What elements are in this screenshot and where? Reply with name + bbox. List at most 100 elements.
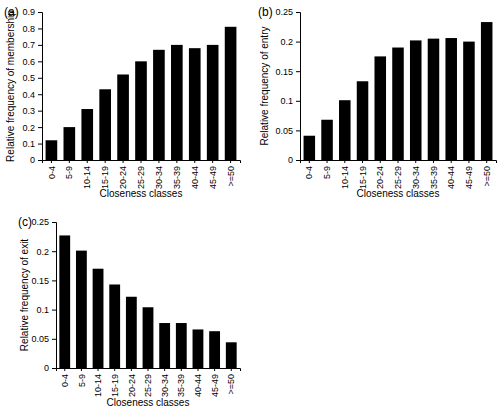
tick-label: 30-34 <box>160 374 170 397</box>
tick-mark <box>38 61 42 62</box>
tick-mark <box>38 144 42 145</box>
tick: 0-4 <box>60 368 70 387</box>
tick: 45-49 <box>208 160 218 189</box>
tick: 0.15 <box>31 276 56 286</box>
tick-label: 20-24 <box>126 374 136 397</box>
y-axis: 00.10.20.30.40.50.60.70.80.9 <box>22 7 42 165</box>
axis-line <box>52 223 57 369</box>
tick: 25-29 <box>143 368 153 397</box>
tick-label: 0.9 <box>22 7 35 17</box>
x-axis: 0-45-910-1415-1920-2425-2930-3435-3940-4… <box>301 160 497 189</box>
tick: 30-34 <box>160 368 170 397</box>
tick-mark <box>468 160 469 163</box>
tick-mark <box>141 160 142 163</box>
tick-label: 5-9 <box>322 166 332 179</box>
tick-mark <box>38 12 42 13</box>
tick-label: 0-4 <box>60 374 70 387</box>
tick: 0.1 <box>22 139 42 149</box>
bar <box>463 42 475 160</box>
tick: 0.8 <box>22 24 42 34</box>
y-axis-title: Relative frequency of entry <box>259 27 270 146</box>
tick: 0.5 <box>22 73 42 83</box>
tick: 45-49 <box>464 160 474 189</box>
tick: 45-49 <box>210 368 220 397</box>
tick-label: 45-49 <box>208 166 218 189</box>
bar <box>392 48 404 160</box>
tick-label: >=50 <box>482 166 492 187</box>
tick-label: 0.2 <box>22 122 35 132</box>
tick: 0.1 <box>36 305 56 315</box>
tick-mark <box>52 368 56 369</box>
tick-mark <box>296 42 300 43</box>
panel-label: (c) <box>18 215 32 229</box>
tick-mark <box>433 160 434 163</box>
tick-mark <box>164 368 165 371</box>
tick-mark <box>38 127 42 128</box>
y-axis: 00.050.10.150.20.25 <box>275 7 300 165</box>
tick-label: 25-29 <box>393 166 403 189</box>
tick: 40-44 <box>193 368 203 397</box>
bar <box>81 109 93 160</box>
tick-label: 5-9 <box>64 166 74 179</box>
x-axis-title: Closeness classes <box>107 397 190 408</box>
bar <box>225 27 237 160</box>
tick-mark <box>148 368 149 371</box>
bar <box>209 331 220 368</box>
bar <box>76 251 87 368</box>
tick-label: 0.15 <box>275 67 293 77</box>
bar <box>117 74 129 160</box>
bar <box>374 56 386 160</box>
tick-label: 0.1 <box>36 305 49 315</box>
panel: 00.050.10.150.20.250-45-910-1415-1920-24… <box>18 215 241 408</box>
axis-line <box>296 13 301 161</box>
tick-mark <box>81 368 82 371</box>
bar <box>428 39 440 160</box>
tick: 0.2 <box>36 247 56 257</box>
tick-label: 15-19 <box>110 374 120 397</box>
tick-mark <box>197 368 198 371</box>
tick-label: 0.1 <box>22 139 35 149</box>
bar <box>321 120 333 160</box>
tick-mark <box>231 368 232 371</box>
tick-mark <box>181 368 182 371</box>
tick-mark <box>38 28 42 29</box>
tick-mark <box>214 368 215 371</box>
tick-label: 0.25 <box>31 217 49 227</box>
bar <box>176 323 187 368</box>
bar <box>304 136 316 160</box>
panel: 00.10.20.30.40.50.60.70.80.90-45-910-141… <box>4 5 241 199</box>
tick-mark <box>451 160 452 163</box>
bar <box>99 89 111 160</box>
tick-label: 5-9 <box>77 374 87 387</box>
tick-mark <box>64 368 65 371</box>
tick-mark <box>52 310 56 311</box>
bar <box>126 297 137 368</box>
tick-label: 0.25 <box>275 7 293 17</box>
tick: 0-4 <box>47 160 57 179</box>
tick-mark <box>105 160 106 163</box>
tick-label: 0.2 <box>36 247 49 257</box>
tick: 40-44 <box>446 160 456 189</box>
tick-mark <box>87 160 88 163</box>
tick-label: 0.3 <box>22 106 35 116</box>
tick: 40-44 <box>190 160 200 189</box>
bar <box>410 40 422 160</box>
tick: 30-34 <box>411 160 421 189</box>
tick-mark <box>38 78 42 79</box>
tick-mark <box>38 45 42 46</box>
tick-mark <box>123 160 124 163</box>
tick-label: 0-4 <box>47 166 57 179</box>
tick: 0.05 <box>275 126 300 136</box>
tick-label: 20-24 <box>375 166 385 189</box>
bar <box>46 140 58 160</box>
tick: 0 <box>288 155 300 165</box>
tick-mark <box>230 160 231 163</box>
bar <box>357 81 369 160</box>
x-axis-title: Closeness classes <box>357 188 440 199</box>
tick: 15-19 <box>358 160 368 189</box>
tick-mark <box>296 71 300 72</box>
tick-mark <box>38 94 42 95</box>
x-axis-title: Closeness classes <box>100 188 183 199</box>
bar <box>109 284 120 368</box>
bar <box>59 235 70 368</box>
